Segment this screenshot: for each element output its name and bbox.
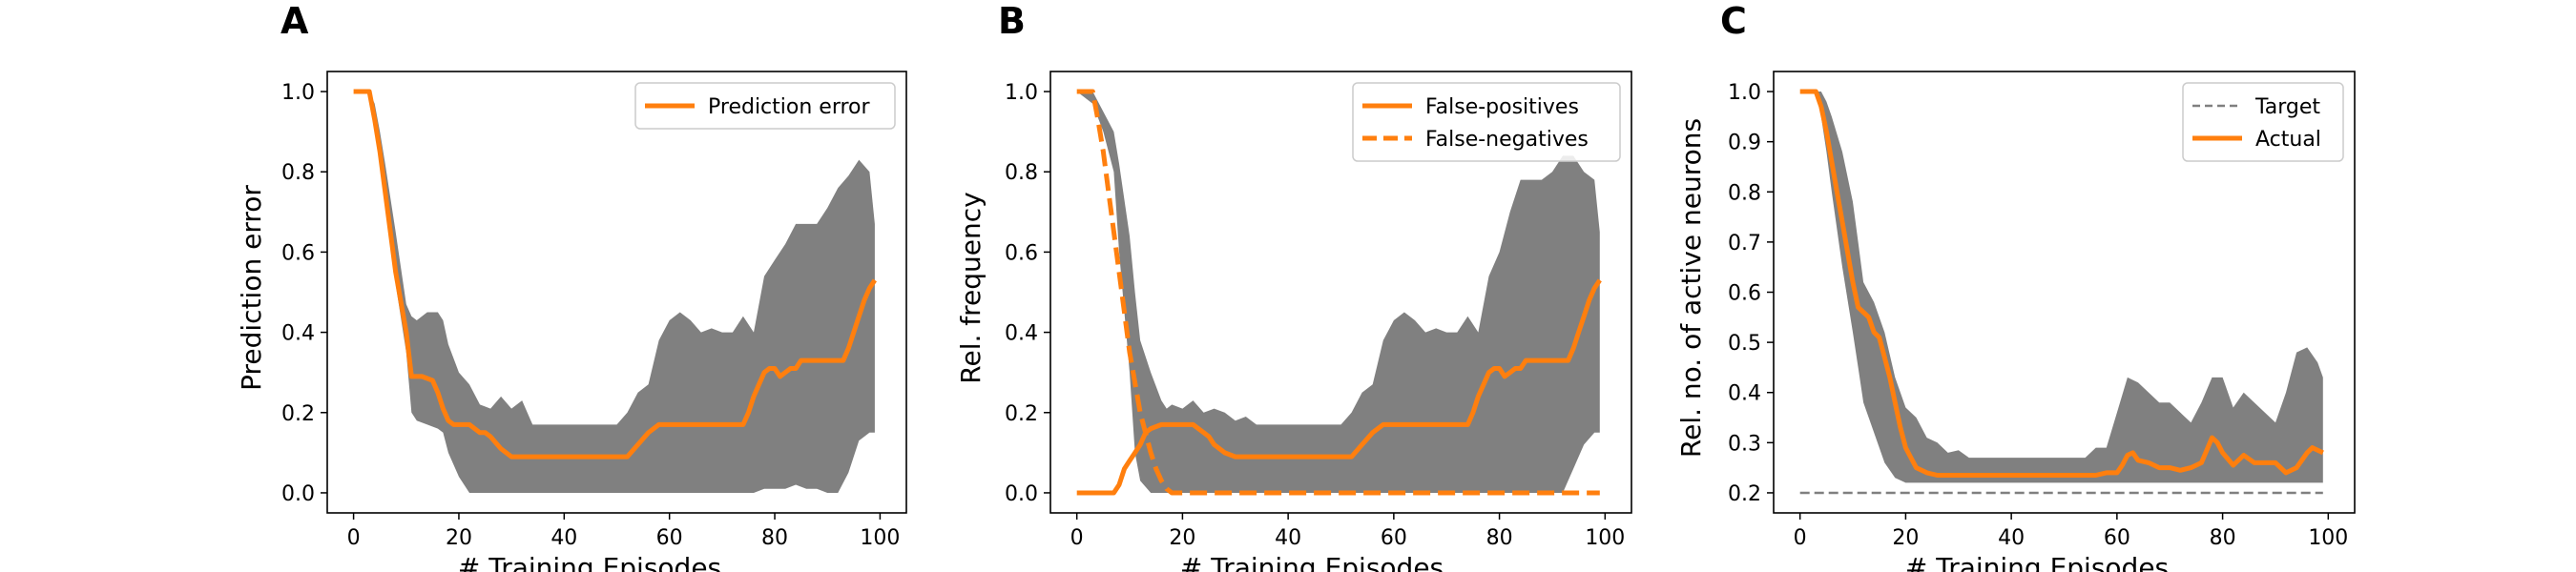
panel-a-legend-label: Prediction error (708, 95, 870, 119)
panel-a-plot: 0 20 40 60 80 100 0.0 0.2 0.4 0.6 0.8 1.0 Prediction… (281, 71, 907, 550)
panel-c-y-axis-label: Rel. no. of active neurons (1675, 118, 1707, 458)
panel-a-y-tick-label: 0.4 (281, 322, 315, 346)
panel-c-x-tick-label: 60 (2104, 526, 2130, 550)
panel-a-x-tick-label: 100 (860, 526, 900, 550)
panel-b-y-tick-label: 0.8 (1005, 161, 1038, 185)
panel-a: 0 20 40 60 80 100 0.0 0.2 0.4 0.6 0.8 1.0 Prediction… (236, 0, 907, 572)
panel-c-x-axis-label: # Training Episodes (1905, 552, 2169, 572)
panel-b-axes-frame (1049, 71, 1632, 514)
panel-b-plot: 0 20 40 60 80 100 0.0 0.2 0.4 0.6 0.8 1.0 False-posi… (1005, 71, 1632, 550)
panel-c: 0 20 40 60 80 100 0.2 0.3 0.4 0.5 0.6 0.7 0.8 0.9 1.0 T… (1675, 0, 2356, 572)
panel-c-legend-label: Actual (2255, 128, 2321, 152)
panel-c-x-tick-label: 100 (2308, 526, 2348, 550)
panel-c-y-tick-label: 0.3 (1728, 432, 1761, 456)
panel-a-x-tick-label: 20 (446, 526, 472, 550)
panel-b-legend-label: False-positives (1425, 95, 1579, 119)
panel-b-legend: False-positives False-negatives (1352, 82, 1621, 162)
panel-c-y-tick-label: 0.9 (1728, 132, 1761, 155)
panel-b-x-tick-label: 20 (1169, 526, 1195, 550)
panel-b: 0 20 40 60 80 100 0.0 0.2 0.4 0.6 0.8 1.0 False-posi… (955, 0, 1632, 572)
panel-a-letter: A (280, 0, 309, 42)
panel-a-legend: Prediction error (634, 82, 896, 130)
panel-a-x-tick-label: 80 (761, 526, 788, 550)
panel-a-y-axis-label: Prediction error (236, 185, 267, 391)
panel-b-x-tick-label: 80 (1486, 526, 1513, 550)
panel-b-x-tick-label: 60 (1381, 526, 1407, 550)
panel-b-y-tick-label: 0.6 (1005, 241, 1038, 265)
panel-a-range-band (353, 92, 875, 493)
panel-b-letter: B (998, 0, 1026, 42)
panel-a-x-tick-label: 0 (347, 526, 361, 550)
panel-b-legend-label: False-negatives (1425, 128, 1589, 152)
panel-c-y-tick-label: 0.2 (1728, 482, 1761, 506)
panel-c-legend-box (2182, 82, 2344, 162)
panel-a-x-tick-label: 40 (551, 526, 577, 550)
panel-b-x-axis-label: # Training Episodes (1180, 552, 1444, 572)
panel-c-x-tick-label: 20 (1892, 526, 1919, 550)
panel-c-y-tick-label: 0.6 (1728, 282, 1761, 306)
panel-a-y-tick-label: 0.8 (281, 161, 315, 185)
panel-c-x-tick-label: 0 (1794, 526, 1807, 550)
panel-a-series-prediction-error (353, 89, 877, 460)
panel-b-legend-box (1352, 82, 1621, 162)
panel-b-series-false-negatives (1076, 89, 1600, 496)
panel-b-y-axis-label: Rel. frequency (955, 192, 987, 383)
panel-a-y-tick-label: 0.2 (281, 402, 315, 426)
panel-b-y-tick-label: 0.0 (1005, 482, 1038, 506)
panel-a-y-tick-label: 0.6 (281, 241, 315, 265)
panel-a-x-axis-label: # Training Episodes (458, 552, 721, 572)
panel-c-legend: Target Actual (2182, 82, 2344, 162)
panel-c-y-tick-label: 0.8 (1728, 181, 1761, 205)
panel-c-letter: C (1720, 0, 1747, 42)
panel-b-x-tick-label: 100 (1585, 526, 1625, 550)
panel-b-y-tick-label: 1.0 (1005, 81, 1038, 105)
panel-b-y-tick-label: 0.4 (1005, 322, 1038, 346)
panel-a-y-tick-label: 0.0 (281, 482, 315, 506)
panel-b-x-tick-label: 40 (1275, 526, 1301, 550)
panel-c-y-tick-label: 0.4 (1728, 382, 1761, 406)
panel-c-y-tick-label: 0.7 (1728, 232, 1761, 255)
panel-a-x-tick-label: 60 (656, 526, 683, 550)
panel-b-x-tick-label: 0 (1070, 526, 1084, 550)
panel-a-legend-box (634, 82, 896, 130)
panel-a-y-tick-label: 1.0 (281, 81, 315, 105)
panel-c-legend-label: Target (2254, 95, 2320, 119)
panel-b-y-tick-label: 0.2 (1005, 402, 1038, 426)
panel-b-range-band (1076, 92, 1600, 493)
panel-c-y-tick-label: 1.0 (1728, 81, 1761, 105)
panel-c-series-actual (1799, 89, 2324, 478)
panel-c-y-tick-label: 0.5 (1728, 332, 1761, 356)
panel-c-x-tick-label: 80 (2210, 526, 2236, 550)
panel-c-x-tick-label: 40 (1998, 526, 2025, 550)
panel-c-plot: 0 20 40 60 80 100 0.2 0.3 0.4 0.5 0.6 0.7 0.8 0.9 1.0 T… (1728, 71, 2356, 550)
panel-c-range-band (1799, 92, 2323, 483)
panel-a-axes-frame (326, 71, 907, 514)
